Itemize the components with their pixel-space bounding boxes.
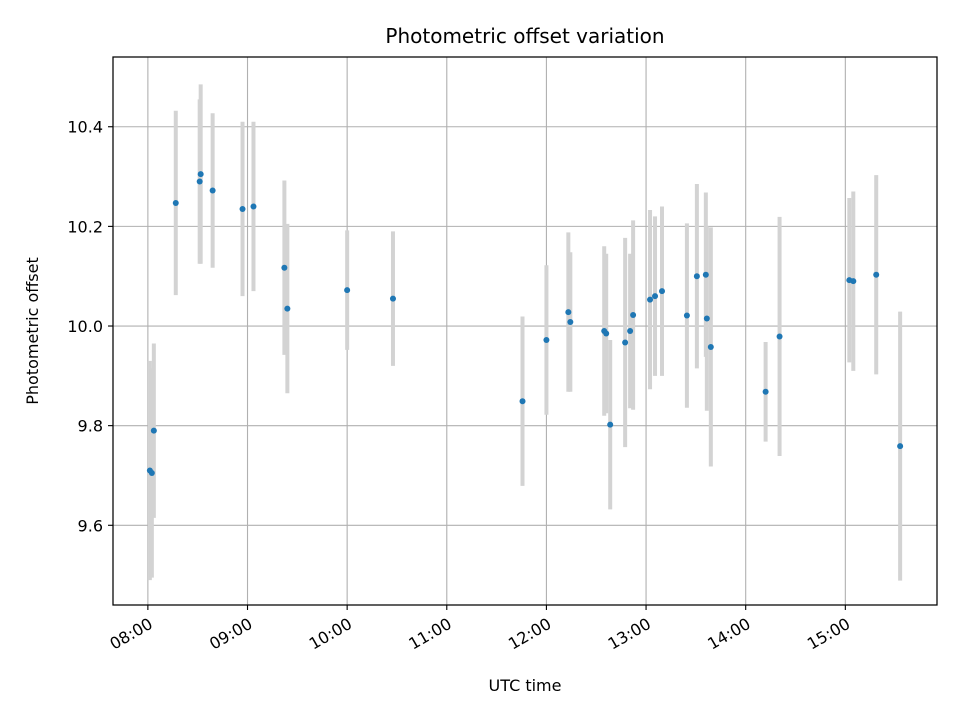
plot-frame <box>112 56 938 606</box>
data-point <box>622 339 629 346</box>
data-point <box>652 293 659 300</box>
data-point <box>683 312 690 319</box>
data-point <box>607 421 614 428</box>
y-tick-label: 10.2 <box>67 217 103 236</box>
data-point <box>647 296 654 303</box>
data-point <box>630 312 637 319</box>
data-point <box>693 273 700 280</box>
data-point <box>762 388 769 395</box>
data-point <box>172 199 179 206</box>
data-point <box>702 271 709 278</box>
y-axis-label: Photometric offset <box>23 257 42 405</box>
data-point <box>567 319 574 326</box>
plot-area <box>113 57 937 605</box>
data-point <box>150 427 157 434</box>
data-point <box>209 187 216 194</box>
data-point <box>148 469 155 476</box>
data-point <box>196 178 203 185</box>
data-point <box>250 203 257 210</box>
y-tick-label: 9.8 <box>78 417 103 436</box>
data-point <box>197 171 204 178</box>
data-point <box>659 288 666 295</box>
data-point <box>281 264 288 271</box>
data-points <box>146 171 904 476</box>
data-point <box>565 309 572 316</box>
data-point <box>850 278 857 285</box>
data-point <box>543 336 550 343</box>
data-point <box>344 287 351 294</box>
y-axis-ticks: 9.6 9.8 10.0 10.2 10.4 <box>67 118 113 535</box>
y-tick-label: 10.0 <box>67 317 103 336</box>
data-point <box>389 295 396 302</box>
data-point <box>239 205 246 212</box>
data-point <box>603 330 610 337</box>
data-point <box>284 305 291 312</box>
data-point <box>873 271 880 278</box>
data-point <box>627 328 634 334</box>
data-point <box>776 333 783 340</box>
data-point <box>519 398 526 405</box>
data-point <box>897 443 904 450</box>
data-point <box>707 343 714 350</box>
y-tick-label: 9.6 <box>78 516 103 535</box>
x-axis-label: UTC time <box>489 676 562 695</box>
data-point <box>703 315 710 322</box>
chart-title: Photometric offset variation <box>385 24 664 48</box>
y-tick-label: 10.4 <box>67 118 103 137</box>
